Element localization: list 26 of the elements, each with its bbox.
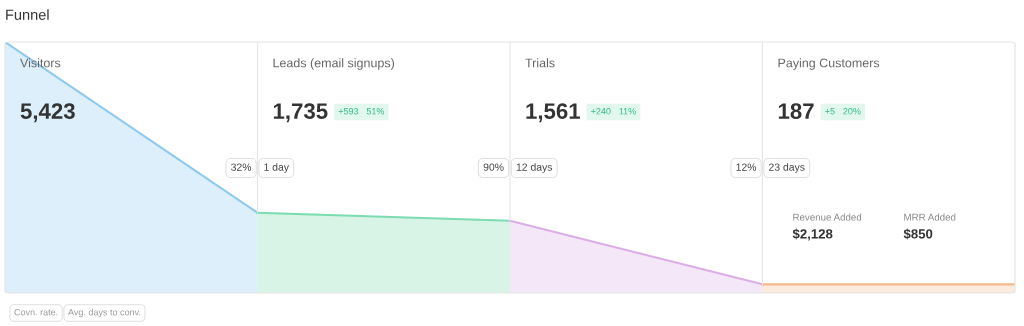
text: 12% (736, 163, 757, 171)
data-label: 1,561 (526, 103, 580, 123)
text: 11% (619, 108, 636, 115)
text: 23 days (769, 163, 805, 173)
text: Covn. rate. (14, 309, 58, 316)
text: Funnel (6, 9, 49, 20)
text: Revenue Added (793, 213, 862, 221)
text: 12 days (516, 163, 553, 173)
text: +5 (825, 108, 835, 115)
text: +593 (338, 108, 359, 115)
text: $2,128 (792, 228, 833, 241)
text: Avg. days to conv. (68, 308, 141, 318)
category-label: Paying Customers (778, 58, 880, 70)
text: 32% (231, 163, 252, 171)
category-label: Trials (525, 58, 555, 68)
category-label: Leads (email signups) (273, 58, 395, 70)
text: 90% (483, 163, 504, 171)
text: 20% (843, 108, 861, 115)
text: 1 day (264, 163, 289, 173)
data-label: 187 (778, 103, 814, 119)
text: MRR Added (904, 213, 956, 221)
data-label: 1,735 (273, 103, 328, 123)
data-label: 5,423 (20, 103, 75, 123)
text: +240 (591, 108, 611, 115)
text: $850 (903, 228, 933, 240)
text: 51% (366, 108, 385, 115)
